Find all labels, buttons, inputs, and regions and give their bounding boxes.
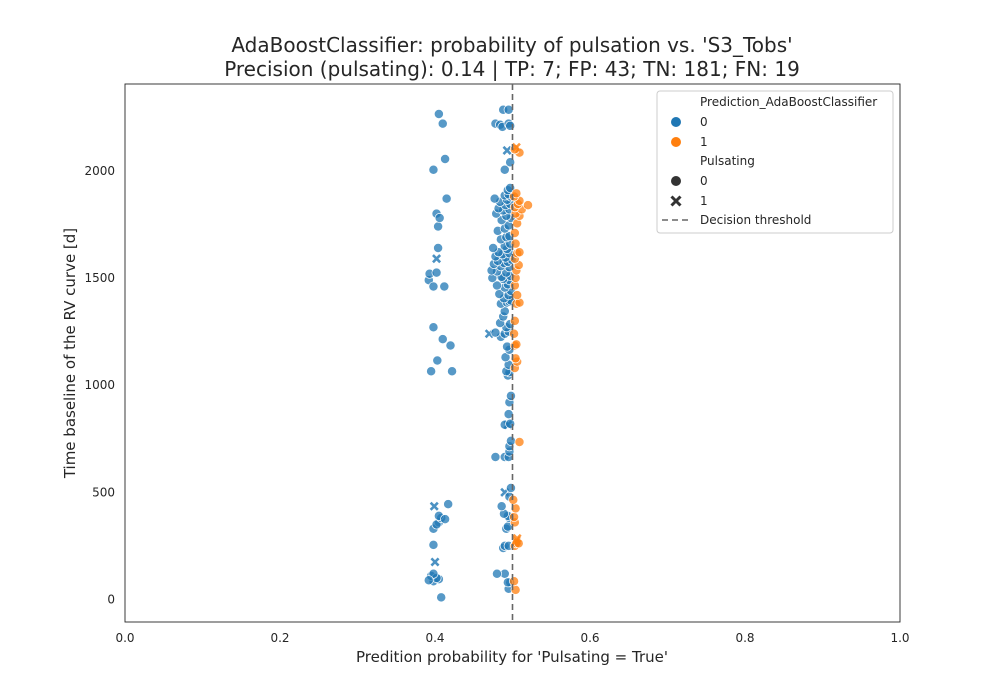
legend-label-pulsating-1: 1 xyxy=(700,194,708,208)
data-point xyxy=(431,267,442,278)
y-axis-label: Time baseline of the RV curve [d] xyxy=(61,228,79,479)
y-tick-label: 500 xyxy=(92,485,115,499)
data-point xyxy=(514,437,525,447)
data-point-pulsating xyxy=(512,533,522,543)
data-point xyxy=(492,568,502,579)
data-point-pulsating xyxy=(430,557,440,567)
data-point xyxy=(509,576,519,587)
y-tick-label: 1000 xyxy=(84,378,115,392)
data-point xyxy=(445,340,456,351)
data-point xyxy=(512,290,523,301)
data-point xyxy=(490,452,501,462)
legend: Prediction_AdaBoostClassifier 0 1 Pulsat… xyxy=(656,90,894,234)
data-point xyxy=(426,366,437,377)
legend-marker-pulsating-0 xyxy=(671,176,681,186)
data-point xyxy=(523,200,533,211)
legend-style-title: Pulsating xyxy=(700,154,755,168)
data-point-pulsating xyxy=(432,254,442,264)
legend-marker-prediction-0 xyxy=(671,117,681,127)
data-point xyxy=(496,501,507,512)
data-point xyxy=(437,118,448,129)
chart-title: AdaBoostClassifier: probability of pulsa… xyxy=(231,33,792,57)
data-point-pulsating xyxy=(429,501,439,511)
data-point xyxy=(434,213,445,223)
data-point xyxy=(511,188,522,199)
data-point xyxy=(509,228,520,238)
data-point-pulsating xyxy=(502,145,512,155)
x-tick-label: 1.0 xyxy=(890,631,909,645)
y-tick-label: 1500 xyxy=(84,271,115,285)
x-tick-label: 0.0 xyxy=(115,631,134,645)
data-point xyxy=(488,243,499,253)
data-point xyxy=(433,243,444,253)
data-point xyxy=(489,193,500,204)
data-point xyxy=(433,221,444,232)
x-tick-label: 0.2 xyxy=(270,631,289,645)
data-point xyxy=(509,315,520,326)
data-point xyxy=(443,499,454,510)
data-point xyxy=(428,164,439,175)
data-point xyxy=(428,281,439,292)
legend-label-pulsating-0: 0 xyxy=(700,174,708,188)
legend-marker-pulsating-1 xyxy=(670,195,682,207)
x-axis-ticks: 0.0 0.2 0.4 0.6 0.8 1.0 xyxy=(115,631,909,645)
data-point xyxy=(423,575,434,586)
data-point xyxy=(441,193,452,204)
data-point xyxy=(437,334,448,345)
data-point xyxy=(428,539,439,550)
data-point xyxy=(432,355,443,366)
data-point xyxy=(447,366,457,377)
data-point xyxy=(440,514,451,525)
legend-label-prediction-0: 0 xyxy=(700,115,708,129)
data-point xyxy=(492,280,502,291)
chart-subtitle: Precision (pulsating): 0.14 | TP: 7; FP:… xyxy=(224,57,800,81)
x-tick-label: 0.6 xyxy=(580,631,599,645)
data-point xyxy=(506,390,516,401)
data-point xyxy=(514,247,525,258)
data-point xyxy=(439,281,450,292)
x-tick-label: 0.4 xyxy=(425,631,444,645)
y-tick-label: 0 xyxy=(107,592,115,606)
data-point xyxy=(509,328,519,339)
data-point xyxy=(490,327,501,338)
data-point xyxy=(436,592,447,603)
x-tick-label: 0.8 xyxy=(735,631,754,645)
data-point xyxy=(509,512,519,522)
data-point xyxy=(506,435,516,446)
data-point xyxy=(440,154,451,164)
data-point xyxy=(505,120,516,131)
x-axis-label: Predition probability for 'Pulsating = T… xyxy=(356,648,668,666)
legend-frame xyxy=(656,90,894,234)
legend-label-threshold: Decision threshold xyxy=(700,213,811,227)
legend-hue-title: Prediction_AdaBoostClassifier xyxy=(700,95,877,109)
data-point xyxy=(505,418,516,429)
data-point-pulsating xyxy=(511,142,521,152)
data-point xyxy=(505,157,516,168)
legend-marker-prediction-1 xyxy=(671,137,681,147)
data-point xyxy=(499,164,510,175)
data-point xyxy=(428,322,439,333)
data-point xyxy=(433,109,444,119)
y-tick-label: 2000 xyxy=(84,164,115,178)
data-point xyxy=(506,483,516,493)
y-axis-ticks: 0 500 1000 1500 2000 xyxy=(84,164,115,607)
legend-label-prediction-1: 1 xyxy=(700,135,708,149)
